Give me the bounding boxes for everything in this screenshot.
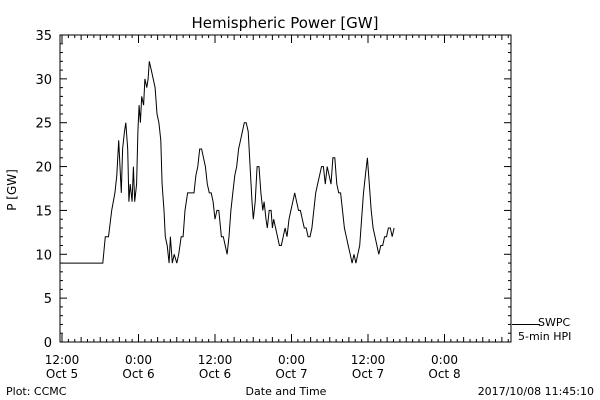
y-tick-label: 20	[35, 161, 52, 176]
x-tick-date: Oct 7	[275, 367, 307, 381]
x-tick-date: Oct 8	[428, 367, 460, 381]
y-axis: 0 5 10 15 20 25 30 35	[35, 29, 511, 351]
x-tick-time: 12:00	[45, 353, 80, 367]
chart-title: Hemispheric Power [GW]	[192, 14, 379, 32]
y-tick-label: 5	[44, 292, 52, 307]
x-tick-time: 0:00	[431, 353, 458, 367]
x-tick-time: 0:00	[125, 353, 152, 367]
x-axis-label: Date and Time	[246, 385, 327, 398]
y-tick-label: 0	[44, 336, 52, 351]
y-tick-label: 25	[35, 117, 52, 132]
legend-label-hpi: 5-min HPI	[518, 330, 571, 343]
legend: SWPC 5-min HPI	[512, 316, 571, 343]
y-tick-label: 10	[35, 248, 52, 263]
plot-timestamp: 2017/10/08 11:45:10	[478, 385, 594, 398]
x-tick-time: 12:00	[198, 353, 233, 367]
x-tick-time: 0:00	[278, 353, 305, 367]
x-tick-date: Oct 7	[352, 367, 384, 381]
y-axis-label: P [GW]	[5, 169, 19, 211]
hpi-series-line	[62, 61, 395, 264]
y-tick-label: 30	[35, 73, 52, 88]
plot-credit: Plot: CCMC	[6, 385, 67, 398]
x-tick-date: Oct 6	[199, 367, 231, 381]
x-tick-time: 12:00	[351, 353, 386, 367]
y-tick-label: 15	[35, 204, 52, 219]
plot-frame	[59, 34, 512, 343]
x-tick-date: Oct 5	[46, 367, 78, 381]
legend-label-swpc: SWPC	[538, 316, 570, 329]
y-tick-label: 35	[35, 29, 52, 44]
x-tick-date: Oct 6	[122, 367, 154, 381]
